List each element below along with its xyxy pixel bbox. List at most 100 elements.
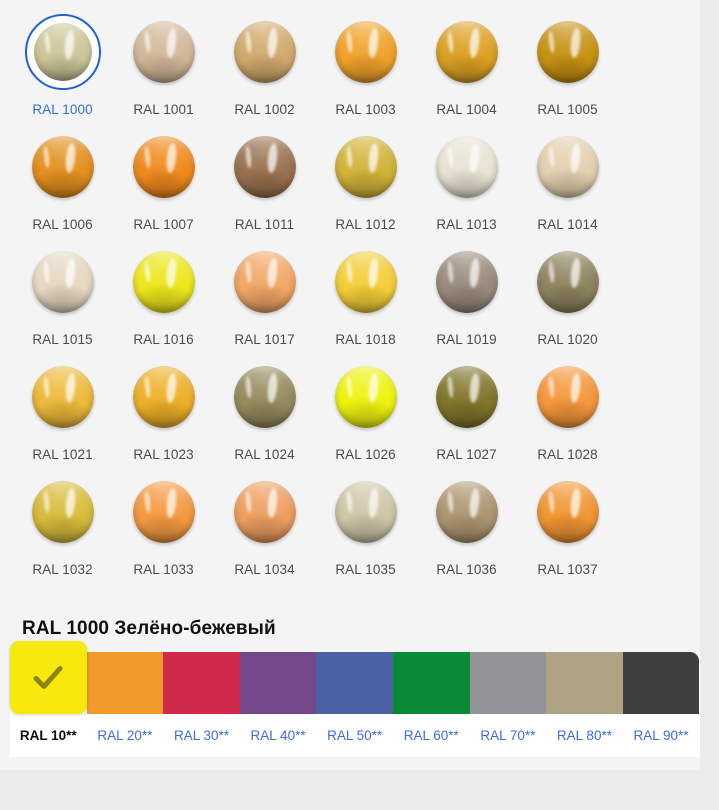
selected-color-title: RAL 1000 Зелёно-бежевый bbox=[22, 618, 276, 639]
sphere-rim bbox=[133, 366, 195, 428]
color-sphere bbox=[132, 21, 195, 83]
group-tab-label[interactable]: RAL 90** bbox=[633, 728, 689, 743]
color-sphere bbox=[233, 481, 296, 543]
color-swatch-ral-1028[interactable]: RAL 1028 bbox=[517, 359, 618, 474]
color-sphere bbox=[233, 366, 296, 428]
sphere-shading bbox=[31, 136, 94, 198]
group-tab-ral-50[interactable] bbox=[316, 652, 393, 714]
color-swatch-ral-1036[interactable]: RAL 1036 bbox=[416, 474, 517, 589]
color-swatch-ral-1015[interactable]: RAL 1015 bbox=[12, 244, 113, 359]
sphere-shading bbox=[334, 21, 397, 83]
sphere-rim bbox=[537, 21, 599, 83]
sphere-rim bbox=[537, 366, 599, 428]
sphere-shading bbox=[536, 481, 599, 543]
group-tab-ral-70[interactable] bbox=[469, 652, 547, 714]
color-swatch-ral-1027[interactable]: RAL 1027 bbox=[416, 359, 517, 474]
color-swatch-ral-1001[interactable]: RAL 1001 bbox=[113, 14, 214, 129]
group-tab-ral-20[interactable] bbox=[86, 652, 164, 714]
sphere-rim bbox=[32, 366, 94, 428]
swatch-label: RAL 1028 bbox=[537, 447, 598, 462]
color-swatch-ral-1012[interactable]: RAL 1012 bbox=[315, 129, 416, 244]
color-sphere bbox=[33, 23, 92, 81]
sphere-rim bbox=[32, 136, 94, 198]
group-tab-label[interactable]: RAL 70** bbox=[480, 728, 536, 743]
group-tab-label[interactable]: RAL 30** bbox=[173, 728, 229, 743]
sphere-rim bbox=[335, 136, 397, 198]
color-swatch-ral-1020[interactable]: RAL 1020 bbox=[517, 244, 618, 359]
color-sphere bbox=[334, 136, 397, 198]
color-swatch-ral-1034[interactable]: RAL 1034 bbox=[214, 474, 315, 589]
sphere-shading bbox=[435, 366, 498, 428]
color-swatch-ral-1000[interactable]: RAL 1000 bbox=[12, 14, 113, 129]
group-tab-label[interactable]: RAL 60** bbox=[403, 728, 459, 743]
sphere-rim bbox=[537, 481, 599, 543]
color-swatch-ral-1004[interactable]: RAL 1004 bbox=[416, 14, 517, 129]
group-tab-label[interactable]: RAL 40** bbox=[250, 728, 306, 743]
swatch-ball-wrap bbox=[429, 14, 505, 90]
color-swatch-ral-1002[interactable]: RAL 1002 bbox=[214, 14, 315, 129]
swatch-ball-wrap bbox=[328, 129, 404, 205]
color-swatch-ral-1006[interactable]: RAL 1006 bbox=[12, 129, 113, 244]
sphere-shading bbox=[233, 136, 296, 198]
color-sphere bbox=[435, 21, 498, 83]
sphere-rim bbox=[234, 136, 296, 198]
swatch-ball-wrap bbox=[227, 244, 303, 320]
color-sphere bbox=[536, 136, 599, 198]
group-tab-label[interactable]: RAL 10** bbox=[19, 728, 77, 743]
color-swatch-ral-1013[interactable]: RAL 1013 bbox=[416, 129, 517, 244]
sphere-rim bbox=[133, 251, 195, 313]
color-swatch-ral-1017[interactable]: RAL 1017 bbox=[214, 244, 315, 359]
color-swatch-ral-1033[interactable]: RAL 1033 bbox=[113, 474, 214, 589]
color-swatch-ral-1007[interactable]: RAL 1007 bbox=[113, 129, 214, 244]
sphere-shading bbox=[31, 251, 94, 313]
color-swatch-ral-1023[interactable]: RAL 1023 bbox=[113, 359, 214, 474]
group-tab-ral-90[interactable] bbox=[622, 652, 700, 714]
group-tab-label[interactable]: RAL 80** bbox=[556, 728, 612, 743]
sphere-rim bbox=[34, 23, 92, 81]
sphere-rim bbox=[436, 21, 498, 83]
group-tab-label[interactable]: RAL 20** bbox=[97, 728, 153, 743]
color-swatch-ral-1032[interactable]: RAL 1032 bbox=[12, 474, 113, 589]
sphere-shading bbox=[435, 481, 498, 543]
sphere-rim bbox=[133, 21, 195, 83]
color-sphere bbox=[536, 481, 599, 543]
swatch-ball-wrap bbox=[429, 244, 505, 320]
sphere-shading bbox=[435, 21, 498, 83]
color-swatch-ral-1035[interactable]: RAL 1035 bbox=[315, 474, 416, 589]
color-swatch-ral-1016[interactable]: RAL 1016 bbox=[113, 244, 214, 359]
color-swatch-ral-1018[interactable]: RAL 1018 bbox=[315, 244, 416, 359]
group-tab-ral-40[interactable] bbox=[239, 652, 317, 714]
swatch-ball-wrap bbox=[126, 474, 202, 550]
sphere-rim bbox=[436, 481, 498, 543]
group-tab-ral-10[interactable] bbox=[10, 641, 87, 714]
color-swatch-ral-1026[interactable]: RAL 1026 bbox=[315, 359, 416, 474]
sphere-shading bbox=[334, 366, 397, 428]
swatch-label: RAL 1005 bbox=[537, 102, 598, 117]
color-swatch-ral-1021[interactable]: RAL 1021 bbox=[12, 359, 113, 474]
color-swatch-ral-1024[interactable]: RAL 1024 bbox=[214, 359, 315, 474]
color-swatch-ral-1003[interactable]: RAL 1003 bbox=[315, 14, 416, 129]
color-swatch-ral-1019[interactable]: RAL 1019 bbox=[416, 244, 517, 359]
color-sphere bbox=[536, 21, 599, 83]
swatch-label: RAL 1024 bbox=[234, 447, 295, 462]
color-swatch-ral-1014[interactable]: RAL 1014 bbox=[517, 129, 618, 244]
sphere-shading bbox=[132, 21, 195, 83]
swatch-row: RAL 1006 RAL 1007 RAL 1011 RAL 1012 RAL 1013… bbox=[0, 129, 700, 244]
group-tab-label[interactable]: RAL 50** bbox=[327, 728, 383, 743]
color-swatch-ral-1005[interactable]: RAL 1005 bbox=[517, 14, 618, 129]
swatch-ball-wrap bbox=[530, 359, 606, 435]
color-swatch-ral-1037[interactable]: RAL 1037 bbox=[517, 474, 618, 589]
swatch-ball-wrap bbox=[25, 129, 101, 205]
swatch-label: RAL 1006 bbox=[32, 217, 93, 232]
group-tab-ral-60[interactable] bbox=[392, 652, 470, 714]
color-sphere bbox=[31, 481, 94, 543]
group-tab-ral-80[interactable] bbox=[546, 652, 623, 714]
sphere-rim bbox=[335, 251, 397, 313]
swatch-ball-wrap bbox=[126, 129, 202, 205]
group-tab-ral-30[interactable] bbox=[163, 652, 240, 714]
swatch-ball-wrap bbox=[429, 129, 505, 205]
sphere-shading bbox=[334, 136, 397, 198]
swatch-label: RAL 1033 bbox=[133, 562, 194, 577]
color-swatch-ral-1011[interactable]: RAL 1011 bbox=[214, 129, 315, 244]
swatch-ball-wrap bbox=[227, 14, 303, 90]
